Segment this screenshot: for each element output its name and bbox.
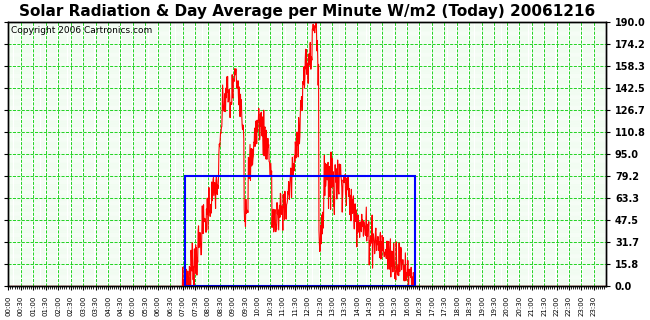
Text: Copyright 2006 Cartronics.com: Copyright 2006 Cartronics.com	[11, 26, 153, 35]
Bar	[185, 176, 415, 286]
Title: Solar Radiation & Day Average per Minute W/m2 (Today) 20061216: Solar Radiation & Day Average per Minute…	[19, 4, 595, 19]
